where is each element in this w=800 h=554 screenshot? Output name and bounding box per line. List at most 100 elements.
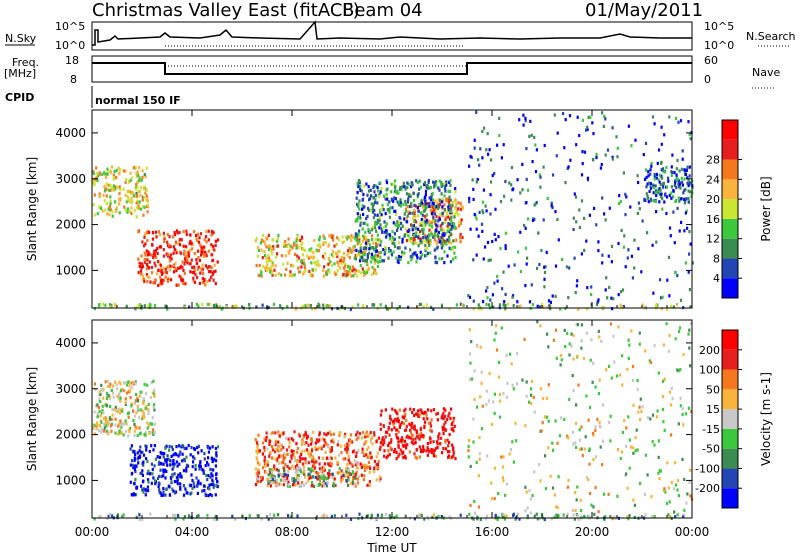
range-gate-cell [415, 430, 418, 434]
range-gate-cell [111, 413, 114, 417]
range-gate-cell [135, 171, 138, 175]
range-gate-cell [404, 187, 407, 191]
range-gate-cell [485, 402, 488, 406]
range-gate-cell [114, 303, 117, 307]
range-gate-cell [675, 167, 678, 171]
range-gate-cell [472, 299, 475, 303]
range-gate-cell [431, 192, 434, 196]
range-gate-cell [147, 480, 150, 484]
colorbar-swatch [722, 448, 738, 469]
range-gate-cell [580, 323, 583, 327]
range-gate-cell [298, 466, 301, 470]
range-gate-cell [104, 380, 107, 384]
range-gate-cell [370, 272, 373, 276]
range-gate-cell [291, 478, 294, 482]
range-gate-cell [603, 492, 606, 496]
range-gate-cell [312, 460, 316, 464]
range-gate-cell [682, 191, 685, 195]
range-gate-cell [368, 480, 371, 484]
range-gate-cell [565, 265, 568, 269]
range-gate-cell [348, 251, 351, 255]
range-gate-cell [675, 186, 678, 190]
range-gate-cell [424, 201, 427, 205]
range-gate-cell [592, 458, 595, 462]
range-gate-cell [453, 199, 456, 203]
range-gate-cell [152, 405, 155, 409]
range-gate-cell [108, 384, 111, 389]
range-gate-cell [195, 258, 198, 262]
range-gate-cell [204, 464, 207, 468]
range-gate-cell [136, 451, 139, 455]
range-gate-cell [437, 219, 440, 223]
range-gate-cell [548, 304, 551, 308]
range-gate-cell [106, 167, 109, 171]
range-gate-cell [629, 205, 632, 209]
range-gate-cell [151, 431, 154, 435]
range-gate-cell [263, 240, 266, 244]
range-gate-cell [551, 294, 554, 298]
range-gate-cell [118, 185, 121, 189]
range-gate-cell [479, 517, 482, 522]
range-gate-cell [554, 419, 557, 423]
range-gate-cell [523, 223, 526, 228]
range-gate-cell [198, 467, 201, 471]
range-gate-cell [351, 470, 354, 474]
range-gate-cell [431, 198, 435, 202]
colorbar-tick-label: 50 [706, 383, 720, 396]
range-gate-cell [133, 401, 136, 405]
range-gate-cell [107, 384, 110, 388]
range-gate-cell [674, 116, 678, 121]
range-gate-cell [503, 300, 506, 304]
range-gate-cell [279, 478, 283, 482]
range-gate-cell [355, 433, 358, 437]
range-gate-cell [667, 513, 670, 517]
range-gate-cell [175, 269, 178, 273]
range-gate-cell [420, 431, 423, 435]
range-gate-cell [307, 443, 310, 447]
range-gate-cell [257, 248, 260, 253]
range-gate-cell [446, 438, 449, 442]
range-gate-cell [553, 515, 556, 519]
range-gate-cell [485, 514, 488, 518]
range-gate-cell [146, 279, 149, 284]
range-gate-cell [502, 143, 505, 147]
range-gate-cell [649, 182, 652, 186]
range-gate-cell [199, 243, 202, 247]
range-gate-cell [566, 485, 569, 489]
range-gate-cell [135, 493, 138, 497]
range-gate-cell [338, 466, 341, 470]
range-gate-cell [449, 179, 452, 183]
range-gate-cell [502, 479, 505, 483]
power-ylabel: Slant Range [km] [25, 157, 39, 261]
range-gate-cell [624, 213, 627, 217]
range-gate-cell [440, 246, 443, 250]
range-gate-cell [293, 241, 296, 245]
range-gate-cell [668, 390, 672, 394]
range-gate-cell [381, 438, 384, 442]
range-gate-cell [399, 255, 402, 259]
range-gate-cell [393, 447, 397, 452]
range-gate-cell [166, 463, 169, 467]
range-gate-cell [632, 446, 635, 450]
range-gate-cell [135, 182, 138, 186]
range-gate-cell [591, 158, 595, 162]
range-gate-cell [375, 478, 378, 482]
range-gate-cell [481, 209, 484, 213]
range-gate-cell [346, 237, 349, 241]
range-gate-cell [681, 407, 684, 411]
range-gate-cell [112, 176, 115, 180]
range-gate-cell [422, 228, 425, 232]
range-gate-cell [362, 478, 365, 482]
range-gate-cell [182, 281, 185, 285]
range-gate-cell [387, 426, 390, 430]
range-gate-cell [409, 428, 412, 432]
range-gate-cell [356, 430, 359, 434]
range-gate-cell [330, 263, 334, 267]
range-gate-cell [349, 433, 353, 437]
range-gate-cell [406, 434, 409, 438]
range-gate-cell [181, 260, 184, 264]
range-gate-cell [410, 431, 413, 435]
range-gate-cell [124, 208, 127, 212]
range-gate-cell [270, 474, 273, 478]
range-gate-cell [173, 231, 176, 235]
